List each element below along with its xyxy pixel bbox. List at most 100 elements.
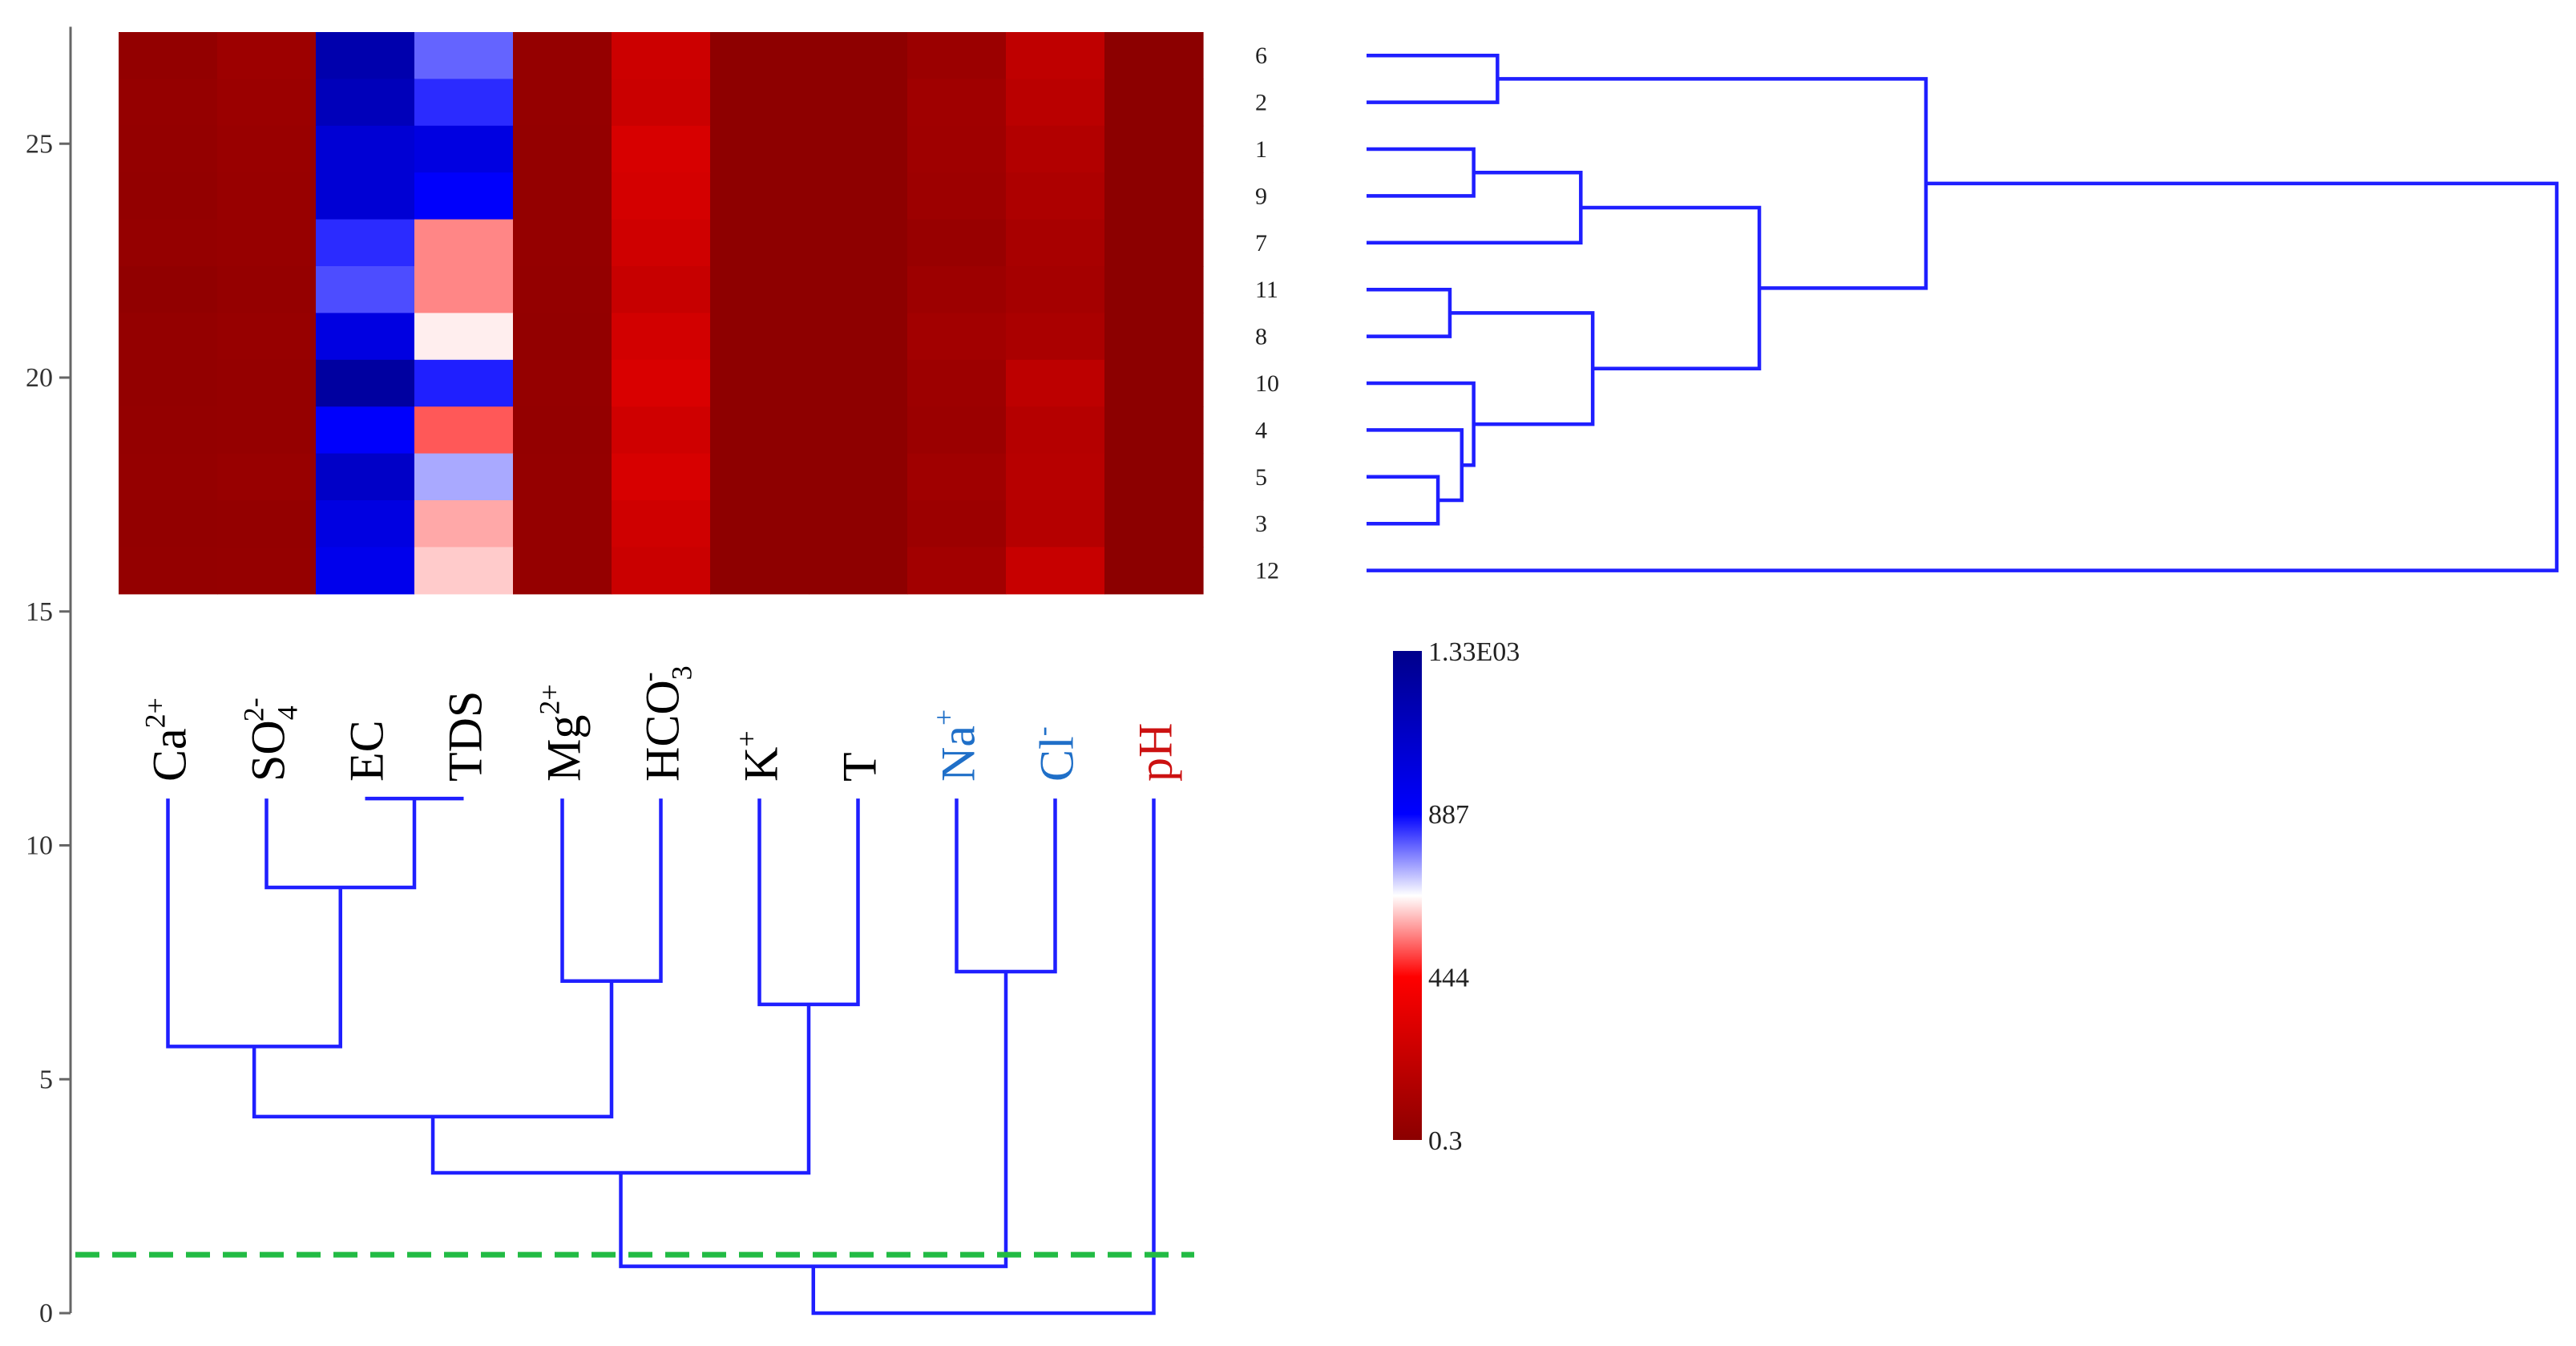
heatmap-cell-SO4-1 [217,125,317,173]
heatmap-cell-K-7 [710,219,810,267]
heatmap-cell-EC-9 [316,172,415,220]
heatmap-cell-Cl-10 [1006,359,1105,407]
heatmap-cell-Mg-12 [513,547,612,595]
y-tick-label-25: 25 [26,129,53,159]
heatmap-cell-K-12 [710,547,810,595]
heatmap-cell-TDS-8 [414,313,514,361]
heatmap-cell-Mg-11 [513,266,612,313]
heatmap-cell-SO4-8 [217,313,317,361]
heatmap-cell-Ca-7 [119,219,218,267]
heatmap-cell-SO4-11 [217,266,317,313]
heatmap-cell-pH-4 [1104,406,1204,455]
heatmap-cell-Mg-8 [513,313,612,361]
heatmap-cell-Na-7 [907,219,1007,267]
heatmap-cell-Cl-7 [1006,219,1105,267]
heatmap-cell-TDS-10 [414,359,514,407]
heatmap-cell-K-10 [710,359,810,407]
heatmap-cell-Mg-2 [513,79,612,127]
heatmap-cell-EC-6 [316,32,415,79]
sample-link-6 [1367,428,1464,503]
heatmap-cell-T-5 [809,453,908,501]
y-tick-label-5: 5 [39,1065,53,1094]
heatmap-cell-pH-7 [1104,219,1204,267]
sample-link-1 [1367,53,1500,104]
variable-label-Cl: Cl- [1027,726,1084,782]
heatmap-cell-EC-4 [316,406,415,455]
heatmap-cell-Ca-3 [119,500,218,548]
heatmap-cell-HCO3-9 [612,172,711,220]
sample-link-4 [1367,287,1452,338]
heatmap-cell-HCO3-6 [612,32,711,79]
variable-label-T: T [834,752,886,782]
heatmap-cell-HCO3-1 [612,125,711,173]
heatmap-cell-TDS-5 [414,453,514,501]
y-tick-label-0: 0 [39,1299,53,1328]
heatmap-cell-Na-1 [907,125,1007,173]
heatmap-cell-Na-4 [907,406,1007,455]
heatmap-cell-EC-3 [316,500,415,548]
sample-link-7 [1367,381,1476,467]
heatmap-cell-T-12 [809,547,908,595]
heatmap-cell-HCO3-2 [612,79,711,127]
variable-link-6 [757,798,860,1007]
heatmap-cell-Na-3 [907,500,1007,548]
heatmap-cell-TDS-7 [414,219,514,267]
heatmap-cell-Na-9 [907,172,1007,220]
variable-label-TDS: TDS [439,691,492,782]
heatmap-cell-Mg-5 [513,453,612,501]
sample-label-12: 12 [1255,558,1279,584]
heatmap-cell-SO4-10 [217,359,317,407]
heatmap-cell-HCO3-12 [612,547,711,595]
variable-link-5 [252,980,614,1119]
heatmap-cell-Na-8 [907,313,1007,361]
heatmap-cell-Ca-12 [119,547,218,595]
heatmap-cell-Mg-4 [513,406,612,455]
heatmap-cell-TDS-2 [414,79,514,127]
colorbar: 1.33E03 887 444 0.3 [1393,637,1520,1156]
variable-link-2 [264,798,417,890]
heatmap-cell-T-11 [809,266,908,313]
heatmap-cell-pH-10 [1104,359,1204,407]
heatmap-cell-Cl-8 [1006,313,1105,361]
heatmap-cell-HCO3-8 [612,313,711,361]
sample-link-8 [1449,311,1595,426]
variable-label-EC: EC [341,720,394,782]
heatmap-cell-Ca-11 [119,266,218,313]
heatmap-cell-Cl-5 [1006,453,1105,501]
heatmap-cell-TDS-3 [414,500,514,548]
variable-label-Mg: Mg2+ [534,684,591,782]
heatmap-cell-Cl-1 [1006,125,1105,173]
heatmap-cell-T-1 [809,125,908,173]
heatmap-cell-SO4-9 [217,172,317,220]
heatmap-cell-T-7 [809,219,908,267]
heatmap-cell-Cl-4 [1006,406,1105,455]
heatmap-cell-Cl-9 [1006,172,1105,220]
heatmap-cell-pH-11 [1104,266,1204,313]
heatmap-cell-HCO3-10 [612,359,711,407]
heatmap-cell-TDS-1 [414,125,514,173]
heatmap-cell-K-6 [710,32,810,79]
variable-label-pH: pH [1129,723,1182,782]
heatmap-cell-T-2 [809,79,908,127]
heatmap-cell-K-3 [710,500,810,548]
y-tick-label-15: 15 [26,597,53,627]
heatmap-cell-Ca-8 [119,313,218,361]
heatmap-cell-Ca-6 [119,32,218,79]
variable-label-SO4: SO42- [238,697,304,782]
variable-link-9 [619,972,1008,1268]
heatmap-cell-pH-5 [1104,453,1204,501]
variable-label-K: K+ [731,730,788,782]
y-tick-label-10: 10 [26,831,53,861]
heatmap-cell-T-4 [809,406,908,455]
heatmap-cell-pH-8 [1104,313,1204,361]
sample-label-11: 11 [1255,277,1278,303]
heatmap-cell-EC-2 [316,79,415,127]
variable-label-Na: Na+ [928,709,985,782]
heatmap-cell-Mg-6 [513,32,612,79]
variable-dendrogram [166,796,1156,1316]
colorbar-label-0: 1.33E03 [1428,637,1520,667]
heatmap-cell-Mg-3 [513,500,612,548]
heatmap-cell-Na-2 [907,79,1007,127]
heatmap-cell-K-4 [710,406,810,455]
